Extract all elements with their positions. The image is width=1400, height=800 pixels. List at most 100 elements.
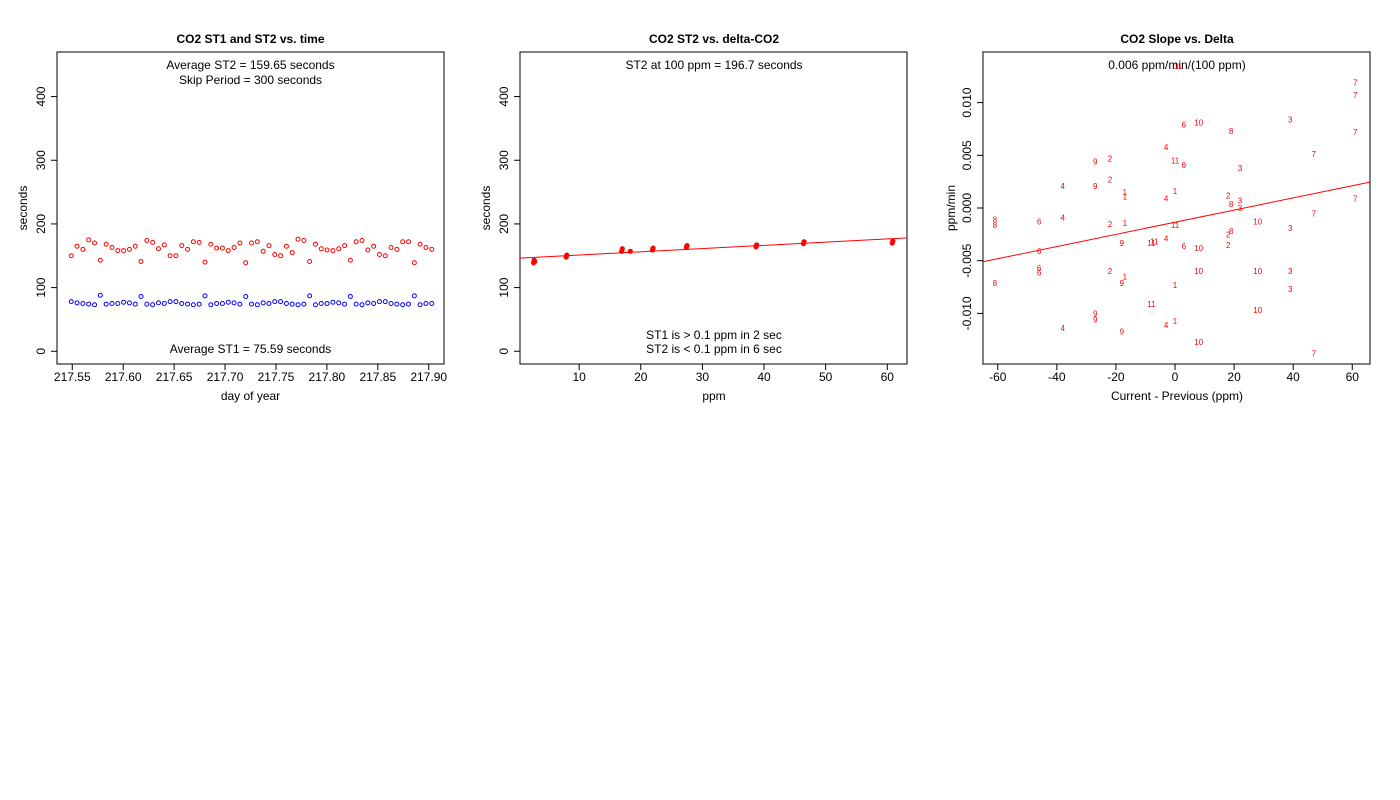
st2-point [394,246,400,252]
st2-point [86,237,92,243]
st1-point [254,302,260,308]
chart-title: CO2 Slope vs. Delta [1120,32,1234,46]
st1-point [202,293,208,299]
plot-frame [56,51,445,365]
point-label: 1 [1123,273,1128,282]
point-label: 7 [1353,128,1358,137]
st2-point [225,248,231,254]
data-point [684,242,690,249]
y-axis: 0 100 200 300 400 [497,86,521,355]
st1-point [266,301,272,307]
point-label: 6 [1037,268,1042,277]
y-axis-label: seconds [479,186,493,231]
y-tick-label: 300 [34,150,48,170]
x-tick-label: 60 [1346,370,1360,384]
data-point [801,239,807,245]
x-tick-label: 217.80 [309,370,346,384]
point-label: 7 [1353,91,1358,100]
st1-point [324,301,330,307]
st2-point [115,248,121,254]
point-label: 3 [1238,164,1243,173]
st2-point [109,244,115,250]
point-label: 4 [1061,324,1066,333]
annotation-slope: 0.006 ppm/min/(100 ppm) [1108,58,1245,72]
st1-point [301,301,307,307]
x-tick-label: 217.75 [258,370,295,384]
point-label: 9 [1093,158,1098,167]
st2-point [97,257,103,263]
annotation-st2-at-100ppm: ST2 at 100 ppm = 196.7 seconds [625,58,802,72]
st2-point [365,247,371,253]
y-tick-label: 100 [497,277,511,297]
point-label: 2 [1226,241,1231,250]
point-label: 11 [1147,300,1156,309]
point-label: 2 [1226,230,1231,239]
st2-point [429,246,435,252]
st2-point [249,240,255,246]
point-label: 8 [993,279,998,288]
point-label: 7 [1312,150,1317,159]
st2-point [336,246,342,252]
y-tick-label: 400 [34,86,48,106]
st2-point [103,241,109,247]
data-points [68,236,435,308]
st1-point [400,302,406,308]
regression-line [519,237,908,259]
st2-point [406,239,412,245]
x-tick-label: -60 [989,370,1007,384]
point-label: 2 [1108,220,1113,229]
x-axis-label: day of year [221,389,280,403]
x-tick-label: 10 [572,370,586,384]
st2-point [179,243,185,249]
point-label: 9 [1120,279,1125,288]
plot-frame [519,51,908,365]
st1-point [382,299,388,305]
y-tick-label: 0.000 [960,193,974,223]
point-label: 9 [1093,309,1098,318]
data-points [530,238,896,266]
st2-point [347,257,353,263]
point-label: 6 [1037,247,1042,256]
x-tick-label: 40 [757,370,771,384]
st1-point [318,301,324,307]
st1-point [208,302,214,308]
x-axis: 10 20 30 40 50 60 [572,363,894,384]
x-ticks: 217.55 217.60 217.65 217.70 217.75 217.80 217.… [54,364,447,384]
point-label: 3 [1238,204,1243,213]
y-axis-label: seconds [16,186,30,231]
x-axis-label: Current - Previous (ppm) [1111,389,1243,403]
st1-point [406,301,412,307]
st2-point [312,241,318,247]
st2-point [318,246,324,252]
st1-point [214,301,220,307]
st1-point [272,299,278,305]
point-label-overlap: 11 [1174,62,1183,71]
y-tick-label: 100 [34,277,48,297]
st1-point [429,301,435,307]
point-label: 2 [1108,267,1113,276]
x-tick-label: 30 [696,370,710,384]
point-label: 3 [1288,285,1293,294]
st1-point [225,299,231,305]
st2-point [161,242,167,248]
x-tick-label: -40 [1048,370,1066,384]
point-label: 11 [1171,221,1180,230]
st2-point [301,237,307,243]
point-label: 7 [1312,349,1317,358]
st2-point [68,253,74,259]
st2-point [80,246,86,252]
point-label: 11 [1150,238,1159,247]
point-label: 4 [1061,182,1066,191]
st2-point [155,246,161,252]
y-tick-label: 400 [497,86,511,106]
st2-point [423,244,429,250]
st1-point [411,293,417,299]
st2-point [400,239,406,245]
y-tick-label: 200 [497,214,511,234]
st2-point [190,239,196,245]
point-label: 10 [1253,306,1262,315]
st2-point [243,260,249,266]
st2-point [173,253,179,259]
x-tick-label: 20 [1227,370,1241,384]
